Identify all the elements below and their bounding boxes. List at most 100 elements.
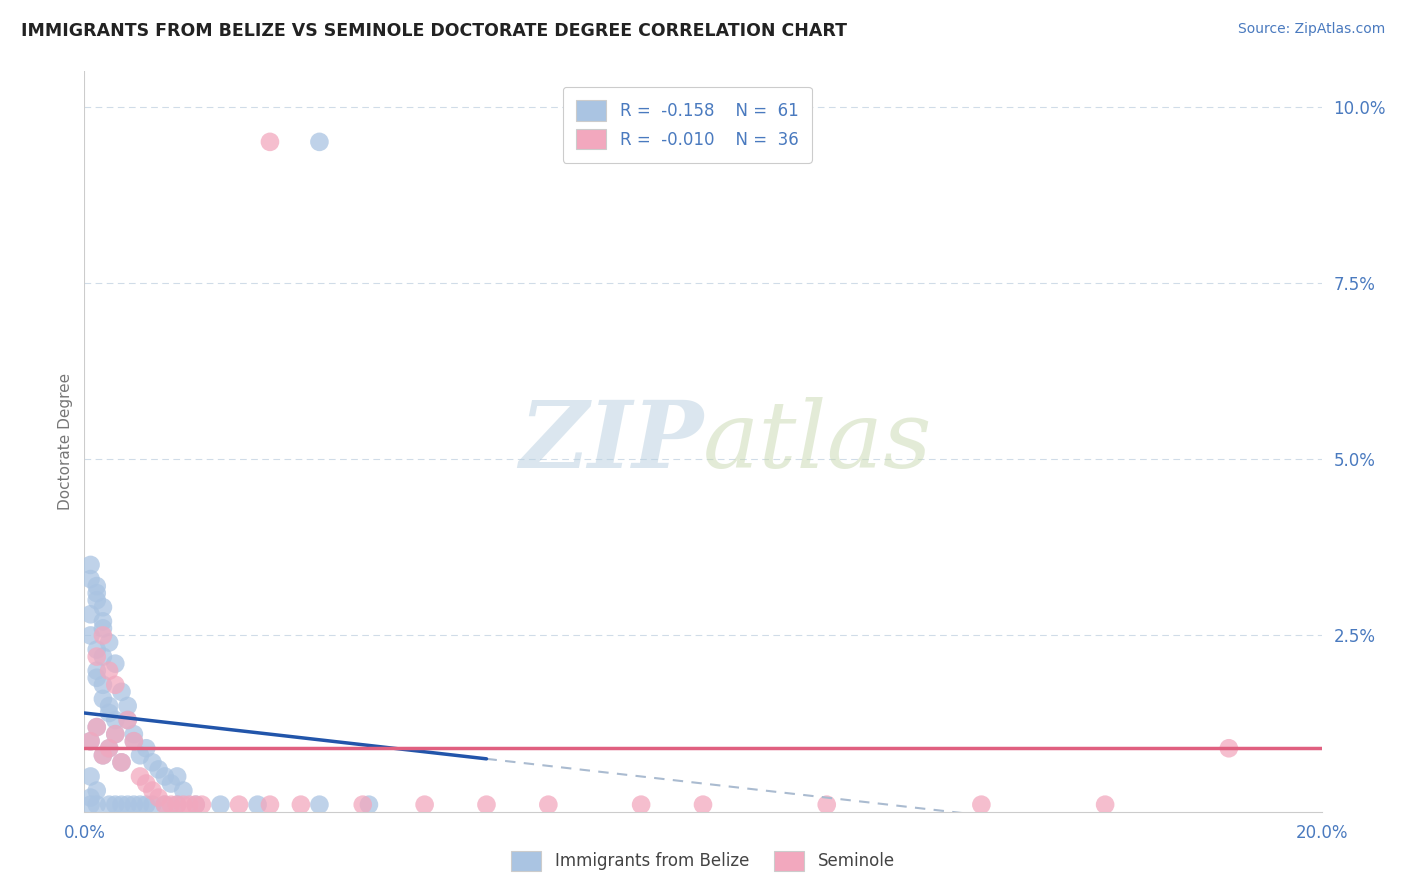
Point <box>172 783 194 797</box>
Point <box>141 756 163 770</box>
Point <box>110 756 132 770</box>
Point <box>153 797 176 812</box>
Point <box>129 797 152 812</box>
Point <box>246 797 269 812</box>
Point <box>209 797 232 812</box>
Point <box>228 797 250 812</box>
Point <box>160 776 183 790</box>
Point <box>290 797 312 812</box>
Point <box>98 664 121 678</box>
Point <box>86 783 108 797</box>
Point <box>166 797 188 812</box>
Point <box>110 685 132 699</box>
Text: Source: ZipAtlas.com: Source: ZipAtlas.com <box>1237 22 1385 37</box>
Text: atlas: atlas <box>703 397 932 486</box>
Point <box>91 748 114 763</box>
Point <box>815 797 838 812</box>
Point <box>86 720 108 734</box>
Point <box>86 593 108 607</box>
Point <box>86 720 108 734</box>
Point <box>117 797 139 812</box>
Point <box>129 769 152 783</box>
Point <box>91 692 114 706</box>
Point <box>79 797 101 812</box>
Point <box>153 769 176 783</box>
Point <box>135 797 157 812</box>
Point <box>98 741 121 756</box>
Point <box>357 797 380 812</box>
Point <box>135 776 157 790</box>
Point <box>122 797 145 812</box>
Point <box>98 741 121 756</box>
Point <box>308 135 330 149</box>
Point <box>122 734 145 748</box>
Point <box>129 748 152 763</box>
Point <box>259 135 281 149</box>
Point <box>91 621 114 635</box>
Point <box>86 642 108 657</box>
Point <box>184 797 207 812</box>
Point <box>91 628 114 642</box>
Point <box>141 797 163 812</box>
Text: IMMIGRANTS FROM BELIZE VS SEMINOLE DOCTORATE DEGREE CORRELATION CHART: IMMIGRANTS FROM BELIZE VS SEMINOLE DOCTO… <box>21 22 846 40</box>
Point <box>79 628 101 642</box>
Point <box>1218 741 1240 756</box>
Y-axis label: Doctorate Degree: Doctorate Degree <box>58 373 73 510</box>
Point <box>148 790 170 805</box>
Point <box>135 741 157 756</box>
Point <box>91 600 114 615</box>
Legend: Immigrants from Belize, Seminole: Immigrants from Belize, Seminole <box>503 842 903 880</box>
Point <box>104 727 127 741</box>
Point <box>191 797 214 812</box>
Point <box>160 797 183 812</box>
Point <box>104 678 127 692</box>
Point <box>86 586 108 600</box>
Point <box>352 797 374 812</box>
Point <box>475 797 498 812</box>
Point <box>117 713 139 727</box>
Point <box>86 579 108 593</box>
Point <box>184 797 207 812</box>
Point <box>122 727 145 741</box>
Point <box>692 797 714 812</box>
Point <box>117 698 139 713</box>
Point <box>122 734 145 748</box>
Point <box>98 635 121 649</box>
Point <box>537 797 560 812</box>
Point <box>91 615 114 629</box>
Point <box>104 797 127 812</box>
Point <box>117 713 139 727</box>
Point <box>104 727 127 741</box>
Point <box>91 748 114 763</box>
Point <box>98 797 121 812</box>
Point <box>166 797 188 812</box>
Point <box>630 797 652 812</box>
Point <box>98 698 121 713</box>
Point <box>104 657 127 671</box>
Point <box>104 713 127 727</box>
Point <box>153 797 176 812</box>
Point <box>86 671 108 685</box>
Point <box>79 558 101 572</box>
Point <box>86 649 108 664</box>
Point <box>1094 797 1116 812</box>
Point <box>172 797 194 812</box>
Point <box>141 783 163 797</box>
Point <box>86 664 108 678</box>
Point <box>79 734 101 748</box>
Point <box>110 756 132 770</box>
Legend: R =  -0.158    N =  61, R =  -0.010    N =  36: R = -0.158 N = 61, R = -0.010 N = 36 <box>562 87 811 162</box>
Point <box>79 607 101 622</box>
Point <box>148 763 170 777</box>
Point <box>308 797 330 812</box>
Point <box>970 797 993 812</box>
Point <box>79 790 101 805</box>
Point <box>166 769 188 783</box>
Point <box>259 797 281 812</box>
Point <box>79 769 101 783</box>
Point <box>91 649 114 664</box>
Point <box>79 734 101 748</box>
Point <box>413 797 436 812</box>
Point <box>79 572 101 586</box>
Point <box>86 797 108 812</box>
